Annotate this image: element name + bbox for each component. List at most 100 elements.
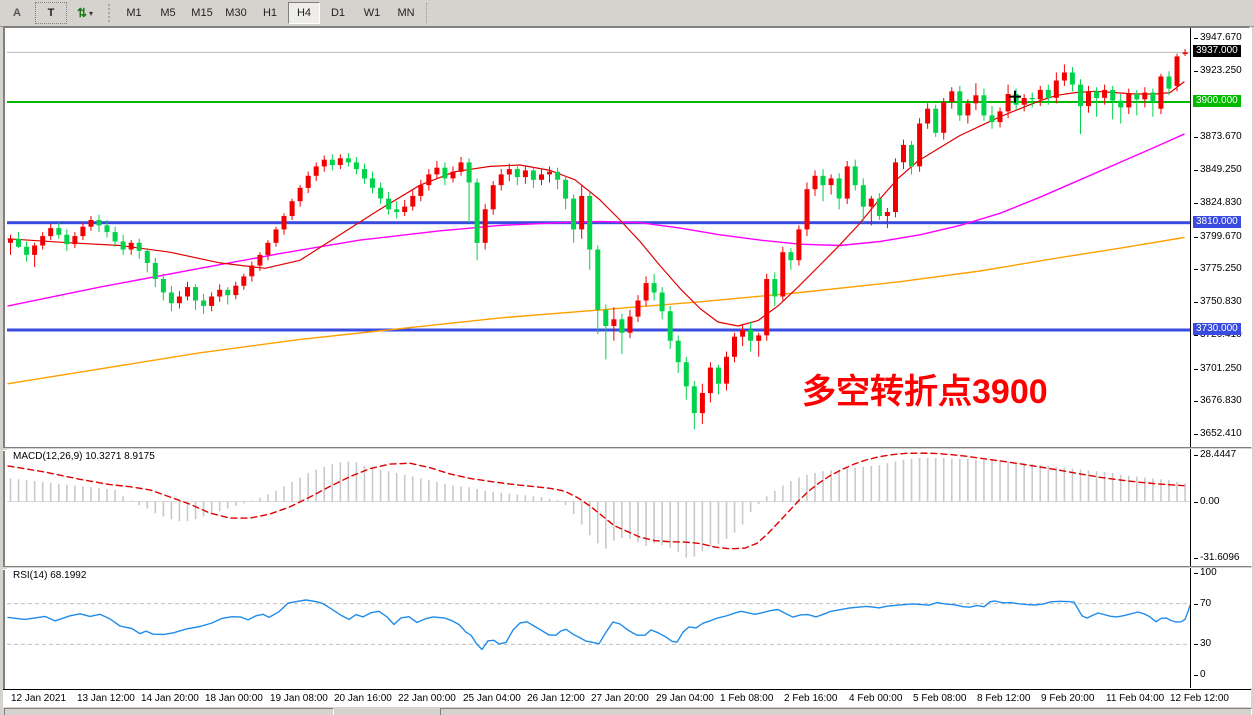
candle (8, 234, 13, 255)
candle (571, 194, 577, 243)
period-m1-button[interactable]: M1 (126, 7, 142, 19)
price-axis[interactable]: 3947.670 3923.250 3873.670 3849.250 3824.830… (1190, 28, 1252, 447)
period-d1-button[interactable]: D1 (330, 7, 346, 19)
candle (16, 232, 21, 249)
candle (917, 118, 923, 172)
candle (716, 364, 721, 395)
price-tick-label: 3775.250 (1194, 263, 1242, 274)
candle (265, 240, 271, 261)
candle (185, 281, 190, 301)
period-h4-button[interactable]: H4 (288, 2, 320, 24)
candle (1158, 73, 1164, 115)
candle (740, 324, 746, 347)
candle (619, 313, 625, 355)
candle (844, 161, 850, 204)
candle (1118, 94, 1124, 124)
time-axis-label: 12 Feb 12:00 (1170, 693, 1229, 704)
horizontal-line-3900[interactable] (7, 101, 1190, 103)
candle (1069, 67, 1075, 92)
price-tick-label: 3923.250 (1194, 65, 1242, 76)
horizontal-line-3937[interactable] (7, 51, 1190, 53)
price-chart[interactable] (7, 28, 1190, 447)
candle (965, 99, 971, 124)
toolbar-drag-handle[interactable] (108, 4, 113, 22)
candle (176, 291, 182, 309)
price-tick-label: 3799.670 (1194, 231, 1242, 242)
arrows-dropdown-button[interactable]: ⇅ ▾ (69, 2, 101, 24)
candle (104, 220, 110, 238)
candle (160, 273, 166, 301)
candle (989, 106, 995, 129)
annotate-text-button[interactable]: A (13, 7, 21, 19)
candle (860, 178, 866, 223)
candle (394, 201, 400, 219)
candle (675, 335, 681, 373)
candle (788, 248, 794, 270)
candle (329, 154, 335, 171)
candle (611, 307, 617, 341)
candle (933, 104, 939, 137)
period-m5-button[interactable]: M5 (160, 7, 176, 19)
toolbar-separator (426, 3, 432, 23)
candle (1182, 49, 1188, 57)
time-axis-label: 18 Jan 00:00 (205, 693, 263, 704)
period-m30-button[interactable]: M30 (225, 7, 247, 19)
price-badge-3900.000: 3900.000 (1193, 95, 1241, 107)
candle (1021, 94, 1027, 112)
candle (981, 88, 987, 121)
horizontal-line-3810[interactable] (7, 221, 1190, 225)
candle (353, 157, 359, 175)
candle (1045, 84, 1051, 105)
candle (635, 295, 641, 322)
candle (402, 199, 408, 216)
candle (233, 281, 239, 300)
candle (96, 214, 102, 233)
horizontal-line-3730[interactable] (7, 328, 1190, 332)
price-tick-label: 3849.250 (1194, 164, 1242, 175)
text-label-button[interactable]: T (35, 2, 67, 24)
price-tick-label: 3873.670 (1194, 131, 1242, 142)
candle (949, 87, 955, 109)
time-axis-label: 14 Jan 20:00 (141, 693, 199, 704)
candle (442, 162, 448, 186)
rsi-chart[interactable] (7, 568, 1190, 688)
time-axis-label: 12 Jan 2021 (11, 693, 67, 704)
macd-chart[interactable] (7, 449, 1190, 566)
candle (370, 171, 375, 194)
time-axis-label: 2 Feb 16:00 (784, 693, 838, 704)
time-axis-label: 25 Jan 04:00 (463, 693, 521, 704)
time-axis-label: 27 Jan 20:00 (591, 693, 649, 704)
candle (514, 165, 520, 186)
period-m15-button[interactable]: M15 (191, 7, 213, 19)
candle (257, 252, 263, 271)
period-h1-button[interactable]: H1 (262, 7, 278, 19)
candle (378, 182, 384, 204)
candle (1166, 71, 1172, 96)
time-axis-label: 11 Feb 04:00 (1106, 693, 1165, 704)
candle (764, 273, 770, 341)
candle (973, 83, 979, 110)
rsi-tick-label: 70 (1194, 598, 1211, 609)
period-mn-button[interactable]: MN (397, 7, 415, 19)
rsi-label: RSI(14) 68.1992 (13, 570, 87, 581)
candle (707, 362, 713, 403)
candle (321, 155, 327, 172)
candle (997, 107, 1003, 128)
candle (901, 139, 906, 170)
candle (1005, 84, 1011, 119)
candle (88, 216, 94, 231)
rsi-tick-label: 100 (1194, 567, 1217, 578)
candle (1150, 88, 1156, 117)
candle (152, 257, 158, 288)
period-w1-button[interactable]: W1 (363, 7, 381, 19)
rsi-tick-label: 30 (1194, 638, 1211, 649)
candle (48, 224, 54, 241)
candle (820, 169, 826, 202)
candle (136, 238, 142, 259)
time-axis[interactable]: 12 Jan 2021 13 Jan 12:00 14 Jan 20:00 18 Ja… (3, 689, 1251, 707)
status-cell (440, 708, 1252, 715)
price-badge-3810.000: 3810.000 (1193, 216, 1241, 228)
candle (732, 332, 737, 363)
candle (836, 173, 842, 210)
candle (651, 273, 657, 301)
